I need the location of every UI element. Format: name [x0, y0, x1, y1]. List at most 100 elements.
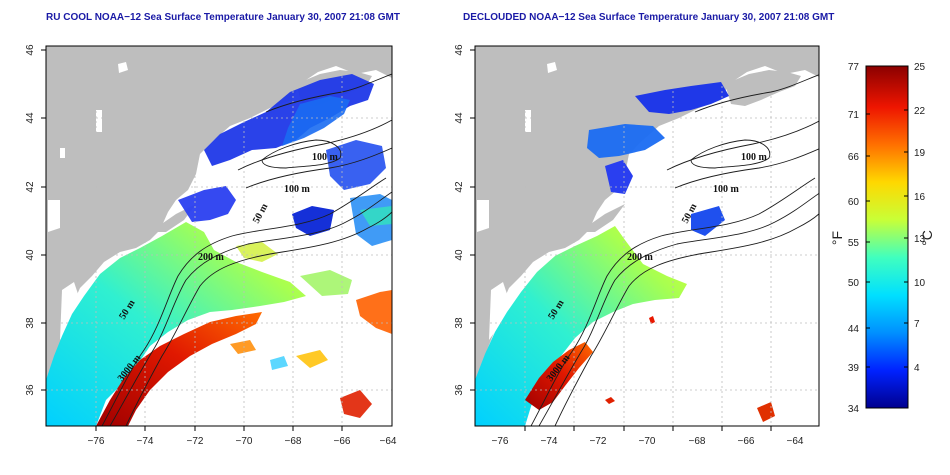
y-tick-label: 46 — [454, 44, 465, 56]
bay — [489, 282, 509, 340]
colorbar-c-label: 25 — [914, 62, 926, 73]
colorbar-c-label: 16 — [914, 192, 926, 203]
colorbar-f-label: 66 — [848, 152, 860, 163]
y-axis — [470, 49, 475, 391]
colorbar-c-label: 22 — [914, 106, 926, 117]
sst-green-patch — [300, 270, 352, 296]
sst-gulf-stream — [340, 390, 372, 418]
colorbar-f-label: 39 — [848, 363, 860, 374]
colorbar-c-label: 19 — [914, 148, 926, 159]
sst-warm-patch — [230, 340, 256, 354]
sst-shelf-region — [475, 226, 687, 426]
right-map-panel: 100 m 100 m 50 m 200 m 50 m 3000 m −76 −… — [454, 44, 820, 447]
x-tick-label: −76 — [88, 436, 105, 447]
sst-mid-region — [360, 206, 392, 226]
left-map-title: RU COOL NOAA−12 Sea Surface Temperature … — [46, 12, 400, 23]
x-tick-label: −70 — [639, 436, 656, 447]
y-tick-label: 44 — [454, 112, 465, 124]
colorbar-f-label: 55 — [848, 238, 860, 249]
colorbar: 77 71 66 60 55 50 44 39 34 25 22 19 16 1… — [829, 62, 935, 415]
celsius-unit-label: °C — [919, 230, 935, 246]
colorbar-celsius-labels: 25 22 19 16 13 10 7 4 — [914, 62, 926, 374]
y-axis-labels: 36 38 40 42 44 46 — [454, 44, 465, 396]
x-axis-labels: −76 −74 −72 −70 −68 −66 −64 — [88, 436, 397, 447]
colorbar-fahrenheit-ticks — [866, 65, 870, 409]
x-tick-label: −64 — [380, 436, 397, 447]
lake — [477, 200, 489, 232]
x-tick-label: −64 — [787, 436, 804, 447]
x-axis — [524, 426, 772, 431]
contour-label: 200 m — [198, 252, 225, 263]
colorbar-celsius-ticks — [904, 65, 908, 368]
colorbar-f-label: 77 — [848, 62, 860, 73]
lake — [118, 62, 128, 73]
contour-label: 100 m — [741, 152, 768, 163]
y-tick-label: 40 — [25, 249, 36, 261]
right-map-title: DECLOUDED NOAA−12 Sea Surface Temperatur… — [463, 12, 835, 23]
colorbar-c-label: 4 — [914, 363, 920, 374]
colorbar-f-label: 60 — [848, 197, 860, 208]
lake — [547, 62, 557, 73]
colorbar-fahrenheit-labels: 77 71 66 60 55 50 44 39 34 — [848, 62, 860, 415]
colorbar-f-label: 44 — [848, 324, 860, 335]
colorbar-f-label: 50 — [848, 278, 860, 289]
sst-gulf-stream — [525, 342, 593, 410]
bathymetry-contours — [101, 73, 392, 426]
x-tick-label: −74 — [541, 436, 558, 447]
map-frame — [474, 45, 820, 427]
x-axis — [95, 426, 343, 431]
x-tick-label: −66 — [334, 436, 351, 447]
y-axis — [41, 49, 46, 391]
y-tick-label: 44 — [25, 112, 36, 124]
sst-warm-patch — [605, 397, 615, 404]
map-frame — [45, 45, 393, 427]
y-tick-label: 40 — [454, 249, 465, 261]
lake — [525, 110, 531, 132]
x-tick-label: −70 — [236, 436, 253, 447]
colorbar-c-label: 7 — [914, 319, 920, 330]
lake — [60, 148, 65, 158]
colorbar-gradient — [865, 65, 909, 409]
land-mass — [475, 46, 819, 380]
colorbar-f-label: 71 — [848, 110, 860, 121]
sst-cold-region — [635, 82, 729, 114]
sst-gulf-stream — [96, 312, 262, 426]
fahrenheit-unit-label: °F — [829, 231, 845, 245]
y-tick-label: 36 — [454, 384, 465, 396]
y-axis-labels: 36 38 40 42 44 46 — [25, 44, 36, 396]
y-tick-label: 38 — [25, 317, 36, 329]
contour-label: 100 m — [284, 184, 311, 195]
contour-label: 200 m — [627, 252, 654, 263]
bay — [60, 282, 80, 340]
colorbar-c-label: 10 — [914, 278, 926, 289]
x-tick-label: −68 — [285, 436, 302, 447]
long-island — [150, 204, 196, 232]
sst-warm-patch — [649, 316, 655, 324]
contour-label: 100 m — [713, 184, 740, 195]
sst-shelf-region — [46, 222, 306, 426]
x-tick-label: −66 — [738, 436, 755, 447]
sst-warm-patch — [270, 356, 288, 370]
y-tick-label: 36 — [25, 384, 36, 396]
colorbar-c-label: 13 — [914, 234, 926, 245]
contour-label: 100 m — [312, 152, 339, 163]
y-tick-label: 42 — [25, 181, 36, 193]
bathymetry-contours — [530, 74, 819, 426]
sst-cold-region — [605, 160, 633, 194]
y-tick-label: 46 — [25, 44, 36, 56]
x-tick-label: −68 — [689, 436, 706, 447]
sst-cold-region — [178, 186, 236, 222]
sst-green-patch — [236, 242, 278, 262]
land-mass — [46, 46, 392, 380]
lake — [96, 110, 102, 132]
y-tick-label: 42 — [454, 181, 465, 193]
x-tick-label: −76 — [492, 436, 509, 447]
long-island — [579, 204, 625, 232]
x-axis-labels: −76 −74 −72 −70 −68 −66 −64 — [492, 436, 804, 447]
sst-warm-patch — [757, 402, 775, 422]
sst-cold-region — [292, 206, 334, 236]
sst-warm-patch — [296, 350, 328, 368]
sst-cold-region — [282, 96, 350, 146]
left-map-panel: 100 m 100 m 50 m 200 m 50 m 3000 m −76 −… — [25, 44, 397, 447]
